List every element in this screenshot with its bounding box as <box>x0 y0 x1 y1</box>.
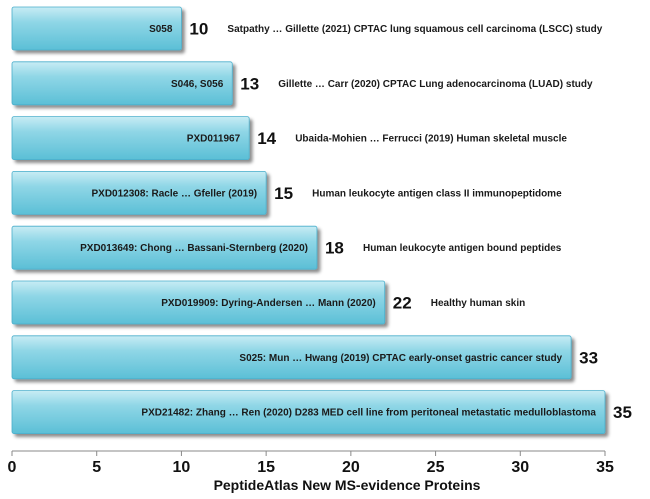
bar-label: S058 <box>149 24 173 35</box>
bar-label: PXD013649: Chong … Bassani-Sternberg (20… <box>80 243 308 254</box>
bar-value-label: 18 <box>325 239 344 258</box>
bar-description: Satpathy … Gillette (2021) CPTAC lung sq… <box>227 24 602 35</box>
bar-description: Gillette … Carr (2020) CPTAC Lung adenoc… <box>278 79 593 90</box>
bar-group: PXD011967 14 Ubaida-Mohien … Ferrucci (201… <box>11 116 567 160</box>
bar <box>11 225 318 270</box>
bar-group: S025: Mun … Hwang (2019) CPTAC early-ons… <box>11 335 598 380</box>
bar-label: PXD21482: Zhang … Ren (2020) D283 MED ce… <box>141 408 596 419</box>
bar-value-label: 13 <box>240 74 259 93</box>
bar <box>11 116 250 160</box>
x-tick-label: 0 <box>8 459 17 476</box>
bar-value-label: 14 <box>257 129 276 148</box>
bar-value-label: 10 <box>189 20 208 39</box>
x-axis: 0 5 10 15 20 25 30 35 <box>8 450 614 476</box>
bar-value-label: 33 <box>579 348 598 367</box>
bar-value-label: 15 <box>274 184 293 203</box>
bar <box>11 170 267 215</box>
bar-label: S046, S056 <box>171 79 224 90</box>
bar-group: PXD019909: Dyring-Andersen … Mann (2020)… <box>11 280 525 325</box>
bar-label: S025: Mun … Hwang (2019) CPTAC early-ons… <box>239 353 562 364</box>
bar-group: S058 10 Satpathy … Gillette (2021) CPTAC l… <box>11 6 603 51</box>
bar-description: Human leukocyte antigen bound peptides <box>363 243 562 254</box>
bar-group: PXD21482: Zhang … Ren (2020) D283 MED ce… <box>11 390 632 435</box>
x-tick-label: 25 <box>427 459 445 476</box>
x-axis-title: PeptideAtlas New MS-evidence Proteins <box>214 477 481 493</box>
bar <box>11 390 606 435</box>
bar <box>11 280 386 325</box>
bar-label: PXD019909: Dyring-Andersen … Mann (2020) <box>161 298 376 309</box>
bar-description: Human leukocyte antigen class II immunop… <box>312 188 562 199</box>
bar-label: PXD011967 <box>187 134 241 145</box>
x-tick-label: 5 <box>92 459 101 476</box>
bar-group: PXD013649: Chong … Bassani-Sternberg (20… <box>11 225 562 270</box>
x-tick-label: 15 <box>257 459 275 476</box>
bar <box>11 61 233 106</box>
x-tick-label: 35 <box>596 459 614 476</box>
bar-value-label: 35 <box>613 403 632 422</box>
bar-group: S046, S056 13 Gillette … Carr (2020) CPTAC… <box>11 61 593 106</box>
bar-group: PXD012308: Racle … Gfeller (2019) 15 Human… <box>11 170 562 215</box>
x-tick-label: 30 <box>511 459 529 476</box>
bar-label: PXD012308: Racle … Gfeller (2019) <box>91 188 257 199</box>
bar <box>11 6 182 51</box>
bar-description: Ubaida-Mohien … Ferrucci (2019) Human sk… <box>295 134 567 145</box>
bars-layer: S058 10 Satpathy … Gillette (2021) CPTAC l… <box>11 6 632 435</box>
x-tick-label: 20 <box>342 459 360 476</box>
bar-value-label: 22 <box>393 294 412 313</box>
x-tick-label: 10 <box>173 459 191 476</box>
bar <box>11 335 572 380</box>
bar-description: Healthy human skin <box>431 298 525 309</box>
